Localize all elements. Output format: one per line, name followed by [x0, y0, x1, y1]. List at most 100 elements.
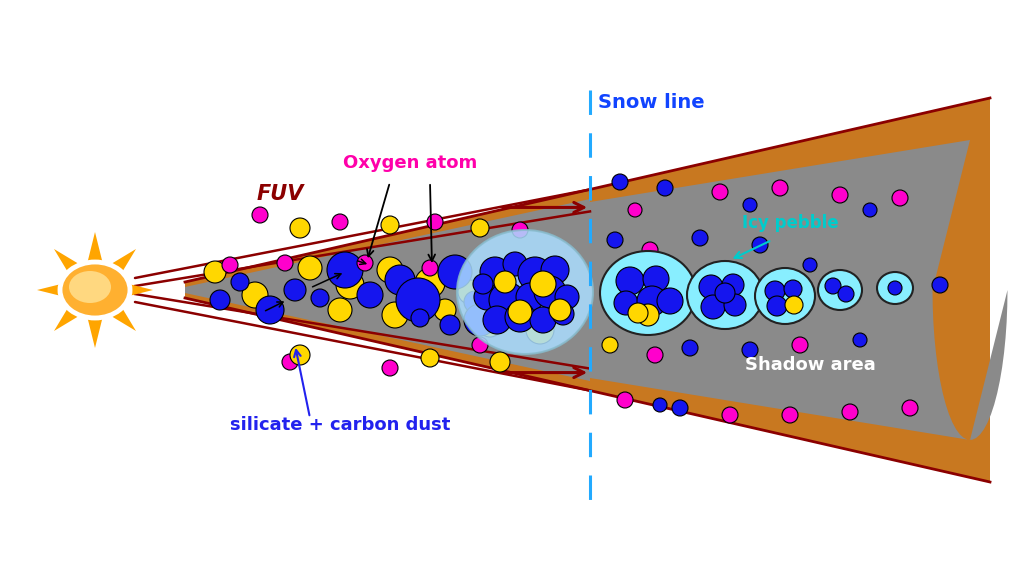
- Circle shape: [772, 180, 788, 196]
- Circle shape: [642, 242, 658, 258]
- Circle shape: [427, 214, 443, 230]
- Circle shape: [541, 256, 569, 284]
- Polygon shape: [185, 140, 1008, 440]
- Circle shape: [902, 400, 918, 416]
- Circle shape: [298, 256, 322, 280]
- Circle shape: [438, 255, 472, 289]
- Circle shape: [616, 267, 644, 295]
- Circle shape: [434, 299, 456, 321]
- Circle shape: [328, 298, 352, 322]
- Circle shape: [473, 274, 493, 294]
- Circle shape: [487, 262, 513, 288]
- Circle shape: [549, 299, 571, 321]
- Circle shape: [503, 252, 527, 276]
- Polygon shape: [109, 249, 136, 277]
- Circle shape: [458, 280, 482, 304]
- Circle shape: [385, 265, 415, 295]
- Circle shape: [614, 291, 638, 315]
- Circle shape: [637, 286, 667, 316]
- Polygon shape: [87, 232, 102, 263]
- Circle shape: [327, 252, 362, 288]
- Circle shape: [784, 280, 802, 298]
- Text: Snow line: Snow line: [598, 93, 705, 112]
- Circle shape: [483, 306, 511, 334]
- Circle shape: [381, 216, 399, 234]
- Circle shape: [505, 302, 535, 332]
- Circle shape: [311, 289, 329, 307]
- Circle shape: [415, 268, 445, 298]
- Circle shape: [792, 337, 808, 353]
- Text: FUV: FUV: [256, 184, 304, 204]
- Circle shape: [765, 281, 785, 301]
- Ellipse shape: [687, 261, 763, 329]
- Circle shape: [490, 352, 510, 372]
- Circle shape: [516, 283, 544, 311]
- Ellipse shape: [818, 270, 862, 310]
- Circle shape: [602, 337, 618, 353]
- Circle shape: [421, 349, 439, 367]
- Circle shape: [382, 360, 398, 376]
- Circle shape: [555, 285, 579, 309]
- Circle shape: [633, 258, 647, 272]
- Circle shape: [480, 257, 510, 287]
- Ellipse shape: [60, 262, 130, 318]
- Circle shape: [525, 275, 565, 315]
- Ellipse shape: [69, 271, 111, 303]
- Circle shape: [471, 219, 489, 237]
- Ellipse shape: [755, 268, 815, 324]
- Circle shape: [530, 307, 556, 333]
- Circle shape: [464, 304, 496, 336]
- Circle shape: [256, 296, 284, 324]
- Circle shape: [464, 291, 486, 313]
- Ellipse shape: [877, 272, 913, 304]
- Circle shape: [231, 273, 249, 291]
- Circle shape: [932, 277, 948, 293]
- Circle shape: [612, 174, 628, 190]
- Circle shape: [825, 278, 841, 294]
- Circle shape: [767, 296, 787, 316]
- Circle shape: [534, 276, 566, 308]
- Circle shape: [494, 271, 516, 293]
- Circle shape: [657, 180, 673, 196]
- Circle shape: [357, 255, 373, 271]
- Circle shape: [357, 282, 383, 308]
- Circle shape: [863, 203, 877, 217]
- Circle shape: [506, 264, 534, 292]
- Circle shape: [552, 303, 574, 325]
- Circle shape: [481, 271, 519, 309]
- Circle shape: [712, 184, 728, 200]
- Circle shape: [752, 237, 768, 253]
- Circle shape: [617, 392, 633, 408]
- Circle shape: [842, 404, 858, 420]
- Polygon shape: [54, 303, 82, 331]
- Circle shape: [724, 294, 746, 316]
- Circle shape: [543, 258, 567, 282]
- Circle shape: [853, 333, 867, 347]
- Circle shape: [278, 255, 293, 271]
- Circle shape: [607, 232, 623, 248]
- Polygon shape: [87, 317, 102, 348]
- Text: Icy pebble: Icy pebble: [741, 214, 839, 232]
- Circle shape: [411, 309, 429, 327]
- Circle shape: [336, 271, 364, 299]
- Ellipse shape: [600, 251, 696, 335]
- Circle shape: [782, 407, 798, 423]
- Circle shape: [682, 340, 698, 356]
- Polygon shape: [54, 249, 82, 277]
- Circle shape: [715, 283, 735, 303]
- Circle shape: [888, 281, 902, 295]
- Circle shape: [252, 207, 268, 223]
- Ellipse shape: [457, 230, 593, 354]
- Circle shape: [377, 257, 403, 283]
- Circle shape: [282, 354, 298, 370]
- Circle shape: [332, 214, 348, 230]
- Text: Shadow area: Shadow area: [744, 356, 876, 374]
- Circle shape: [530, 271, 556, 297]
- Circle shape: [512, 222, 528, 238]
- Circle shape: [422, 260, 438, 276]
- Circle shape: [699, 275, 723, 299]
- Circle shape: [657, 288, 683, 314]
- Circle shape: [518, 257, 552, 291]
- Circle shape: [440, 315, 460, 335]
- Circle shape: [701, 295, 725, 319]
